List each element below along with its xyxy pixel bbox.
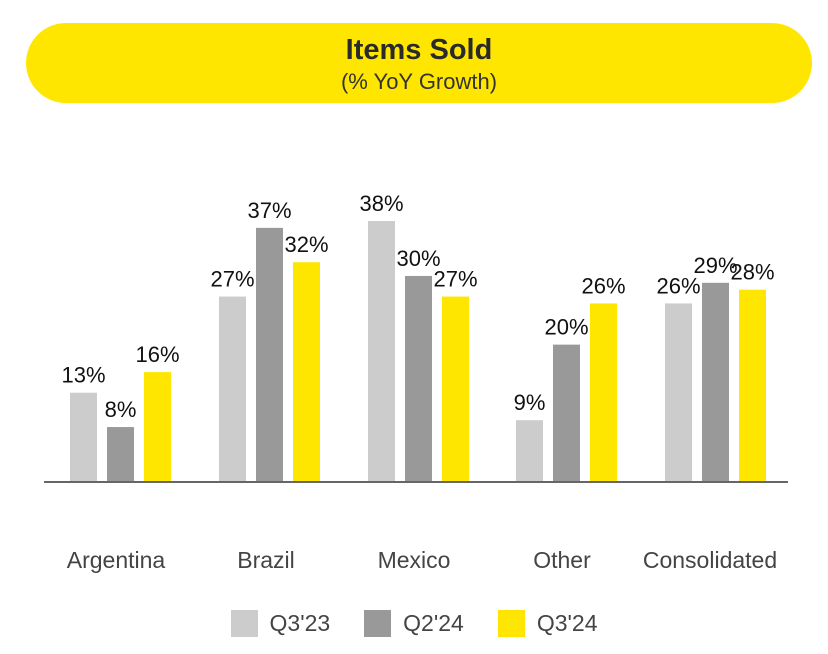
- bar-argentina-q3-24: [144, 372, 171, 482]
- legend-label-q3-23: Q3'23: [269, 609, 331, 636]
- bar-other-q2-24: [553, 344, 580, 482]
- data-label-consolidated-q2-24: 29%: [693, 253, 737, 278]
- category-label-other: Other: [533, 547, 591, 573]
- bar-other-q3-23: [516, 420, 543, 482]
- bar-consolidated-q2-24: [702, 282, 729, 482]
- bar-brazil-q2-24: [256, 227, 283, 482]
- legend-swatch-q2-24: [364, 609, 392, 637]
- data-label-other-q2-24: 20%: [544, 315, 588, 340]
- legend-swatch-q3-24: [497, 609, 525, 637]
- data-label-other-q3-23: 9%: [514, 390, 546, 415]
- data-label-argentina-q2-24: 8%: [105, 397, 137, 422]
- bar-brazil-q3-23: [219, 296, 246, 482]
- bar-consolidated-q3-24: [739, 289, 766, 482]
- data-label-mexico-q3-24: 27%: [433, 267, 477, 292]
- data-label-mexico-q3-23: 38%: [359, 191, 403, 216]
- data-label-brazil-q2-24: 37%: [247, 198, 291, 223]
- data-label-other-q3-24: 26%: [581, 273, 625, 298]
- category-label-mexico: Mexico: [378, 547, 451, 573]
- bar-argentina-q3-23: [70, 392, 97, 482]
- legend-item-q2-24: Q2'24: [364, 609, 464, 637]
- legend-item-q3-24: Q3'24: [497, 609, 598, 637]
- category-label-brazil: Brazil: [237, 547, 295, 573]
- bar-brazil-q3-24: [293, 262, 320, 482]
- legend-swatch-q3-23: [230, 609, 258, 637]
- legend-label-q3-24: Q3'24: [536, 609, 598, 636]
- bar-mexico-q2-24: [405, 275, 432, 482]
- bar-chart: 13%8%16%Argentina27%37%32%Brazil38%30%27…: [44, 191, 788, 573]
- category-label-argentina: Argentina: [67, 547, 166, 573]
- bar-other-q3-24: [590, 303, 617, 482]
- legend: Q3'23 Q2'24 Q3'24: [0, 606, 828, 640]
- bar-argentina-q2-24: [107, 427, 134, 482]
- chart-subtitle: (% YoY Growth): [340, 69, 498, 94]
- data-label-argentina-q3-23: 13%: [61, 363, 105, 388]
- data-label-brazil-q3-24: 32%: [284, 232, 328, 257]
- legend-item-q3-23: Q3'23: [230, 609, 331, 637]
- bar-consolidated-q3-23: [665, 303, 692, 482]
- legend-label-q2-24: Q2'24: [403, 609, 464, 636]
- bar-mexico-q3-24: [442, 296, 469, 482]
- data-label-argentina-q3-24: 16%: [135, 342, 179, 367]
- category-label-consolidated: Consolidated: [643, 547, 777, 573]
- data-label-mexico-q2-24: 30%: [396, 246, 440, 271]
- data-label-consolidated-q3-23: 26%: [656, 273, 700, 298]
- data-label-brazil-q3-23: 27%: [210, 267, 254, 292]
- data-label-consolidated-q3-24: 28%: [730, 260, 774, 285]
- chart-title: Items Sold: [345, 34, 493, 66]
- title-banner: Items Sold (% YoY Growth): [26, 23, 812, 103]
- bar-mexico-q3-23: [368, 221, 395, 482]
